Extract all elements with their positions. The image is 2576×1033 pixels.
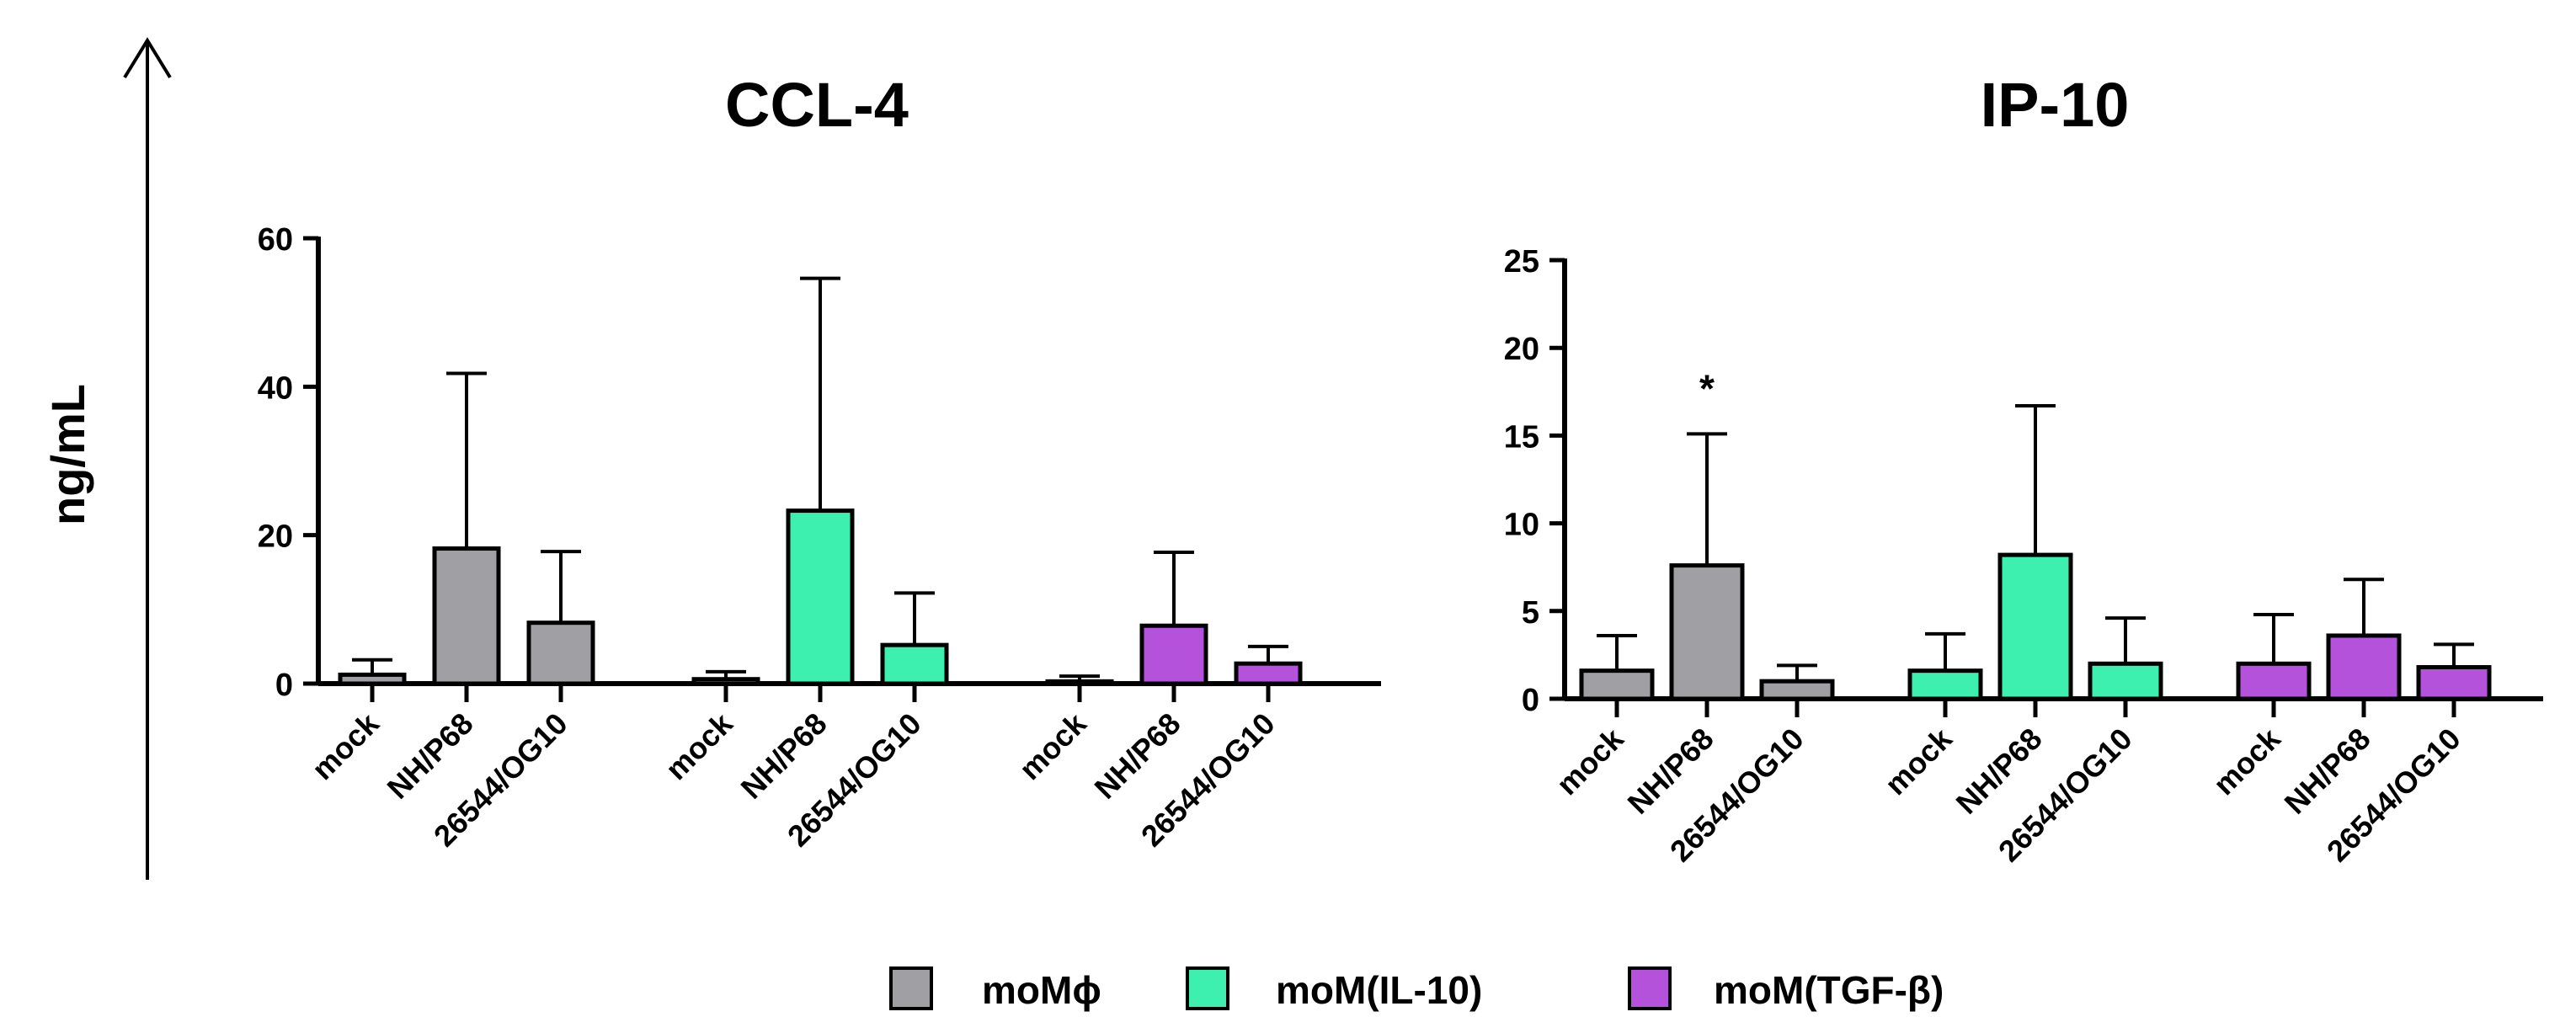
x-tick-label: mock [1012,706,1093,786]
bar [1907,668,1983,701]
legend-label-2: moM(TGF-β) [1714,968,1944,1012]
bar [1139,623,1208,686]
bar [1234,661,1303,686]
chart-title: CCL-4 [725,70,909,140]
x-tick-label: mock [1878,721,1959,801]
y-axis-label: ng/mL [41,384,94,525]
y-tick-label: 5 [1522,595,1539,631]
bar [691,677,760,686]
y-tick-label: 40 [258,370,293,406]
significance-marker: * [1699,366,1715,410]
legend-swatch-0 [889,966,933,1010]
legend: moMϕ moM(IL-10) moM(TGF-β) [889,966,1944,1012]
bar [880,642,949,686]
bar [2416,664,2492,701]
bar [526,620,595,686]
bar [1759,679,1835,701]
legend-label-1: moM(IL-10) [1276,968,1482,1012]
x-tick-label: mock [659,706,739,786]
y-tick-label: 15 [1504,419,1539,455]
x-tick-label: mock [1549,721,1630,801]
y-tick-label: 10 [1504,508,1539,543]
y-tick-label: 20 [1504,332,1539,367]
bar [1045,679,1114,686]
y-tick-label: 0 [1522,683,1539,718]
bar [432,546,501,686]
legend-swatch-1 [1186,966,1229,1010]
legend-label-0: moMϕ [982,968,1101,1012]
y-tick-label: 20 [258,519,293,555]
x-tick-label: mock [305,706,386,786]
bar [2088,661,2163,701]
bar [1997,552,2073,701]
bar [2236,661,2312,701]
bar [338,672,407,686]
y-tick-label: 60 [258,222,293,258]
legend-swatch-2 [1628,966,1672,1010]
bar [1669,563,1745,701]
y-tick-label: 25 [1504,244,1539,280]
y-tick-label: 0 [275,668,293,703]
bar [786,509,855,686]
y-arrow-head [123,37,172,79]
chart-title: IP-10 [1981,70,2130,140]
bar [1579,668,1655,701]
x-tick-label: mock [2206,721,2287,801]
bar [2326,633,2402,701]
